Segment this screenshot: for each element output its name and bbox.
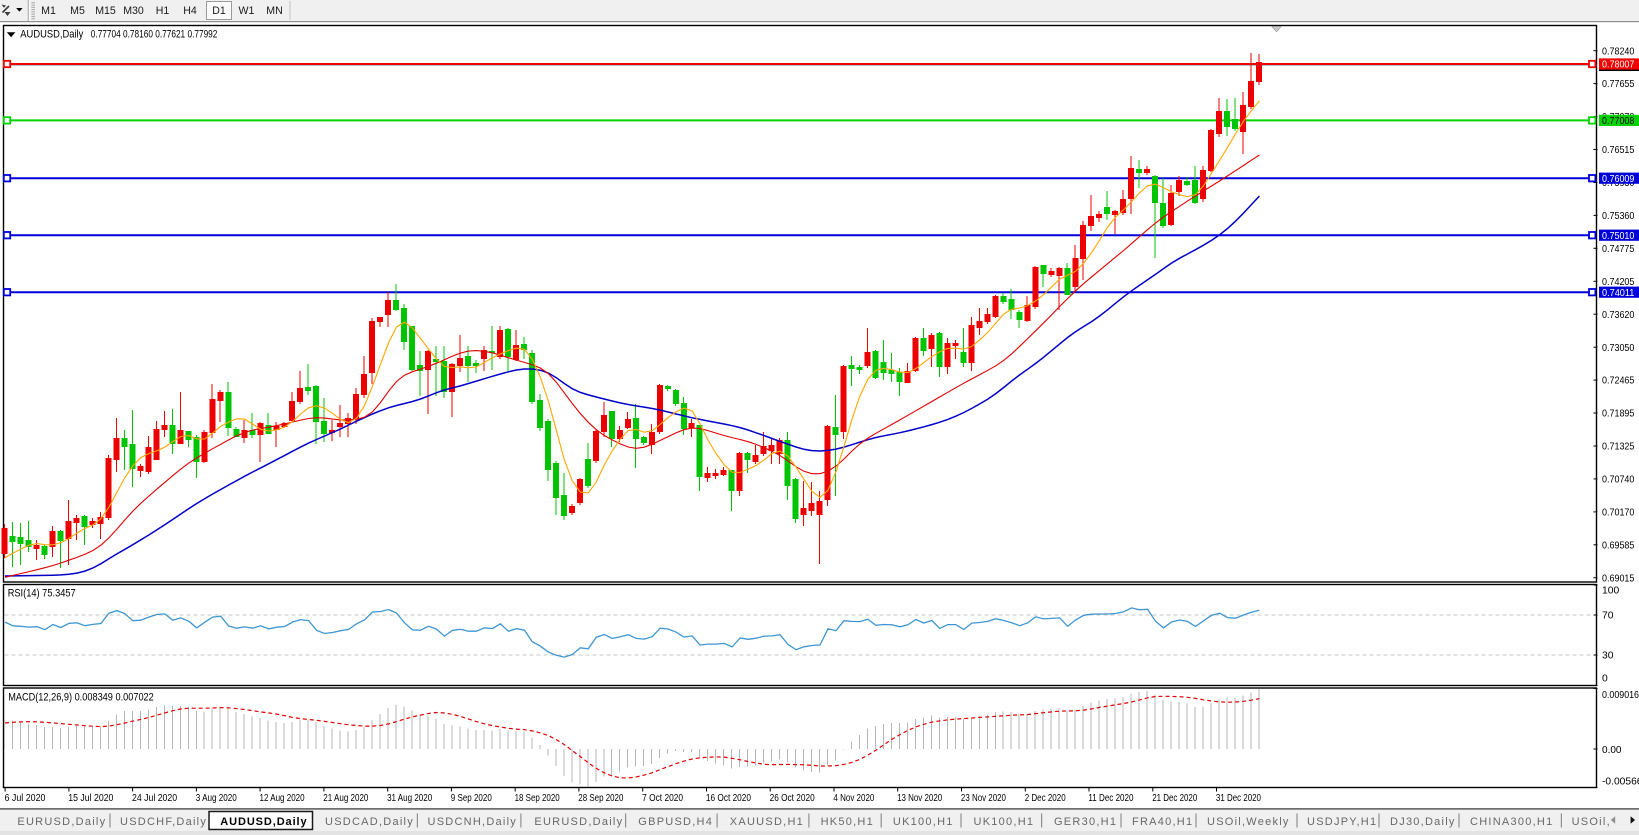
svg-text:0.73050: 0.73050 xyxy=(1602,343,1635,354)
svg-text:0.77655: 0.77655 xyxy=(1602,79,1635,90)
svg-text:0.76009: 0.76009 xyxy=(1602,174,1635,185)
svg-text:0.70740: 0.70740 xyxy=(1602,475,1635,486)
svg-text:0: 0 xyxy=(1602,674,1608,685)
svg-text:-0.00566: -0.00566 xyxy=(1602,777,1639,788)
svg-text:16 Oct 2020: 16 Oct 2020 xyxy=(706,793,751,804)
svg-text:M30: M30 xyxy=(123,5,144,17)
svg-text:100: 100 xyxy=(1602,586,1619,597)
svg-text:0.75010: 0.75010 xyxy=(1602,231,1635,242)
svg-text:3 Aug 2020: 3 Aug 2020 xyxy=(196,793,237,804)
svg-text:21 Dec 2020: 21 Dec 2020 xyxy=(1152,793,1197,804)
svg-text:0.78240: 0.78240 xyxy=(1602,46,1635,57)
svg-text:0.76515: 0.76515 xyxy=(1602,145,1635,156)
svg-text:31 Aug 2020: 31 Aug 2020 xyxy=(387,793,432,804)
svg-text:M15: M15 xyxy=(95,5,116,17)
svg-text:18 Sep 2020: 18 Sep 2020 xyxy=(515,793,560,804)
svg-text:0.72465: 0.72465 xyxy=(1602,376,1635,387)
svg-text:26 Oct 2020: 26 Oct 2020 xyxy=(770,793,815,804)
svg-text:9 Sep 2020: 9 Sep 2020 xyxy=(451,793,492,804)
svg-text:0.75360: 0.75360 xyxy=(1602,211,1635,222)
svg-text:MACD(12,26,9) 0.008349 0.00702: MACD(12,26,9) 0.008349 0.007022 xyxy=(8,692,154,704)
svg-text:D1: D1 xyxy=(212,5,226,17)
svg-text:24 Jul 2020: 24 Jul 2020 xyxy=(132,793,177,804)
svg-text:0.73620: 0.73620 xyxy=(1602,310,1635,321)
svg-text:EURUSD,Daily: EURUSD,Daily xyxy=(17,816,106,828)
svg-text:GER30,H1: GER30,H1 xyxy=(1054,816,1117,828)
svg-text:31 Dec 2020: 31 Dec 2020 xyxy=(1216,793,1261,804)
svg-text:30: 30 xyxy=(1602,651,1614,662)
svg-text:70: 70 xyxy=(1602,611,1614,622)
svg-text:MN: MN xyxy=(266,5,282,17)
svg-text:UK100,H1: UK100,H1 xyxy=(974,816,1035,828)
svg-text:DJ30,Daily: DJ30,Daily xyxy=(1390,816,1456,828)
svg-text:0.74011: 0.74011 xyxy=(1602,288,1635,299)
svg-text:HK50,H1: HK50,H1 xyxy=(821,816,874,828)
svg-text:23 Nov 2020: 23 Nov 2020 xyxy=(961,793,1006,804)
svg-text:H1: H1 xyxy=(156,5,170,17)
svg-text:RSI(14) 75.3457: RSI(14) 75.3457 xyxy=(8,588,76,600)
svg-text:0.00: 0.00 xyxy=(1602,745,1622,756)
svg-text:USDCNH,Daily: USDCNH,Daily xyxy=(428,816,518,828)
svg-text:H4: H4 xyxy=(183,5,197,17)
svg-text:USDCHF,Daily: USDCHF,Daily xyxy=(120,816,207,828)
svg-text:0.71895: 0.71895 xyxy=(1602,409,1635,420)
svg-text:0.69585: 0.69585 xyxy=(1602,540,1635,551)
svg-text:GBPUSD,H4: GBPUSD,H4 xyxy=(638,816,713,828)
svg-text:11 Dec 2020: 11 Dec 2020 xyxy=(1088,793,1133,804)
svg-text:15 Jul 2020: 15 Jul 2020 xyxy=(68,793,113,804)
svg-text:2 Dec 2020: 2 Dec 2020 xyxy=(1025,793,1066,804)
svg-text:0.77704 0.78160 0.77621 0.7799: 0.77704 0.78160 0.77621 0.77992 xyxy=(91,29,218,41)
svg-text:0.009016: 0.009016 xyxy=(1602,690,1639,701)
svg-text:12 Aug 2020: 12 Aug 2020 xyxy=(260,793,305,804)
svg-text:USOil,: USOil, xyxy=(1572,816,1611,828)
svg-text:USDJPY,H1: USDJPY,H1 xyxy=(1307,816,1377,828)
svg-text:CHINA300,H1: CHINA300,H1 xyxy=(1470,816,1553,828)
svg-text:0.74775: 0.74775 xyxy=(1602,244,1635,255)
svg-text:W1: W1 xyxy=(239,5,255,17)
svg-text:AUDUSD,Daily: AUDUSD,Daily xyxy=(20,29,84,41)
svg-text:7 Oct 2020: 7 Oct 2020 xyxy=(642,793,683,804)
svg-text:6 Jul 2020: 6 Jul 2020 xyxy=(5,793,46,804)
svg-text:XAUUSD,H1: XAUUSD,H1 xyxy=(730,816,804,828)
svg-text:0.78007: 0.78007 xyxy=(1602,60,1635,71)
svg-text:UK100,H1: UK100,H1 xyxy=(893,816,954,828)
svg-text:FRA40,H1: FRA40,H1 xyxy=(1132,816,1193,828)
svg-text:M1: M1 xyxy=(41,5,56,17)
svg-text:0.69015: 0.69015 xyxy=(1602,573,1635,584)
svg-text:AUDUSD,Daily: AUDUSD,Daily xyxy=(220,816,307,828)
svg-text:0.74205: 0.74205 xyxy=(1602,277,1635,288)
svg-text:0.71325: 0.71325 xyxy=(1602,442,1635,453)
svg-text:13 Nov 2020: 13 Nov 2020 xyxy=(897,793,942,804)
svg-text:21 Aug 2020: 21 Aug 2020 xyxy=(323,793,368,804)
svg-text:USDCAD,Daily: USDCAD,Daily xyxy=(325,816,414,828)
svg-text:USOil,Weekly: USOil,Weekly xyxy=(1207,816,1290,828)
svg-text:M5: M5 xyxy=(70,5,85,17)
svg-text:EURUSD,Daily: EURUSD,Daily xyxy=(534,816,623,828)
svg-text:0.70170: 0.70170 xyxy=(1602,508,1635,519)
svg-text:28 Sep 2020: 28 Sep 2020 xyxy=(578,793,623,804)
svg-text:4 Nov 2020: 4 Nov 2020 xyxy=(833,793,874,804)
svg-text:0.77008: 0.77008 xyxy=(1602,116,1635,127)
